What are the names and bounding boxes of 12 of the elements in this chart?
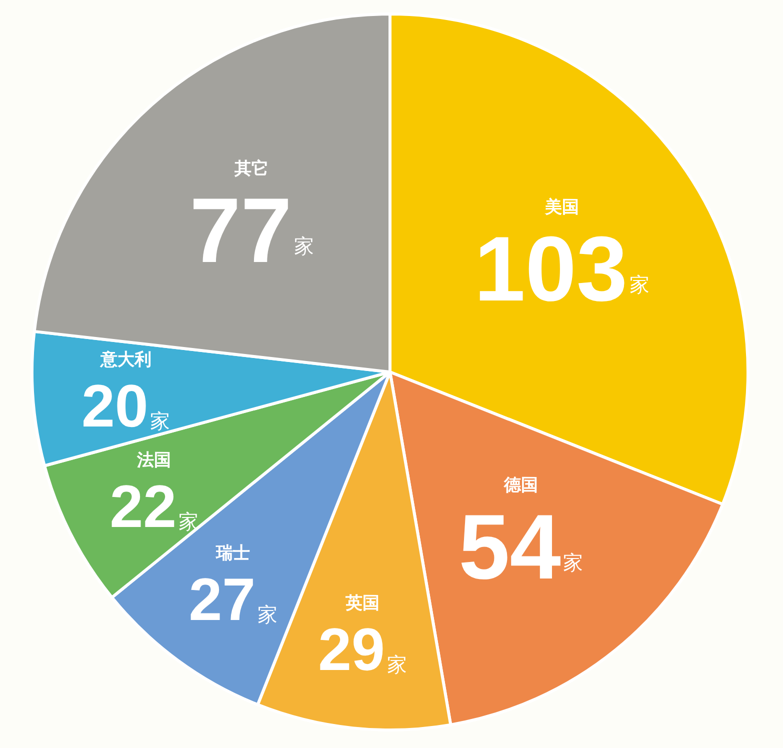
data-label: 20家 bbox=[81, 372, 170, 440]
slice-label: 英国 bbox=[344, 593, 380, 614]
slice-label: 美国 bbox=[544, 197, 579, 218]
data-label: 29家 bbox=[318, 616, 407, 683]
data-label: 22家 bbox=[110, 473, 199, 540]
slice-label: 德国 bbox=[502, 475, 538, 496]
slice-label: 法国 bbox=[136, 450, 172, 471]
slice-label: 瑞士 bbox=[215, 543, 250, 564]
slice-label: 意大利 bbox=[99, 350, 152, 370]
slice-label: 其它 bbox=[234, 159, 269, 180]
data-label: 27家 bbox=[188, 566, 278, 633]
data-label: 54家 bbox=[458, 496, 583, 598]
